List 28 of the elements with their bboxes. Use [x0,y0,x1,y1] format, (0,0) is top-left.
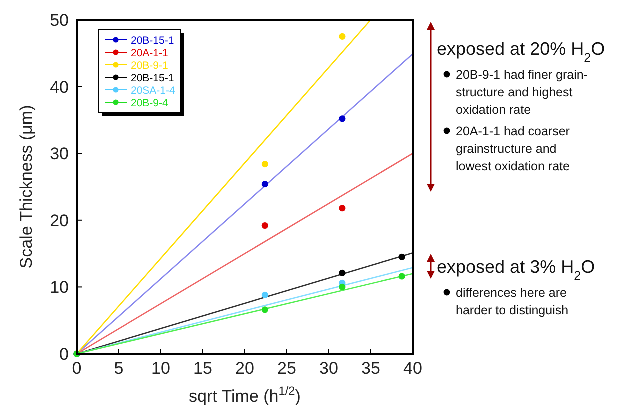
legend-label: 20B-9-4 [131,98,169,110]
y-tick-label: 10 [50,278,69,298]
x-tick-label: 20 [236,359,254,378]
text: 20B-9-1 had finer grain-structure and highest oxidation rate [456,68,588,117]
x-tick-label: 40 [404,359,422,378]
x-tick-label: 35 [362,359,380,378]
legend-label: 20B-15-1 [131,72,174,84]
text: exposed at 3% H$_{2}$O [437,257,596,283]
text: differences here are harder to distinguish [456,286,569,318]
x-tick-label: 0 [72,359,82,378]
y-tick-label: 40 [50,78,69,97]
x-tick-label: 15 [194,359,212,378]
x-axis-title: sqrt Time (h$^{1/2}$) [189,384,301,406]
y-tick-label: 20 [50,211,69,230]
x-tick-label: 30 [320,359,338,378]
text: exposed at 20% H$_{2}$O [437,39,606,65]
x-tick-label: 5 [114,359,124,378]
legend-label: 20B-9-1 [131,60,169,72]
legend-label: 20A-1-1 [131,48,169,60]
y-tick-label: 50 [50,11,69,30]
x-tick-label: 25 [278,359,296,378]
y-tick-label: 30 [50,144,69,164]
legend-label: 20B-15-1 [131,35,174,47]
x-tick-label: 10 [152,359,170,378]
text: 20A-1-1 had coarser grainstructure and lowest oxidation rate [456,124,570,174]
y-tick-label: 0 [60,345,69,364]
y-axis-title: Scale Thickness (μm) [17,105,36,269]
legend-label: 20SA-1-4 [131,85,176,97]
